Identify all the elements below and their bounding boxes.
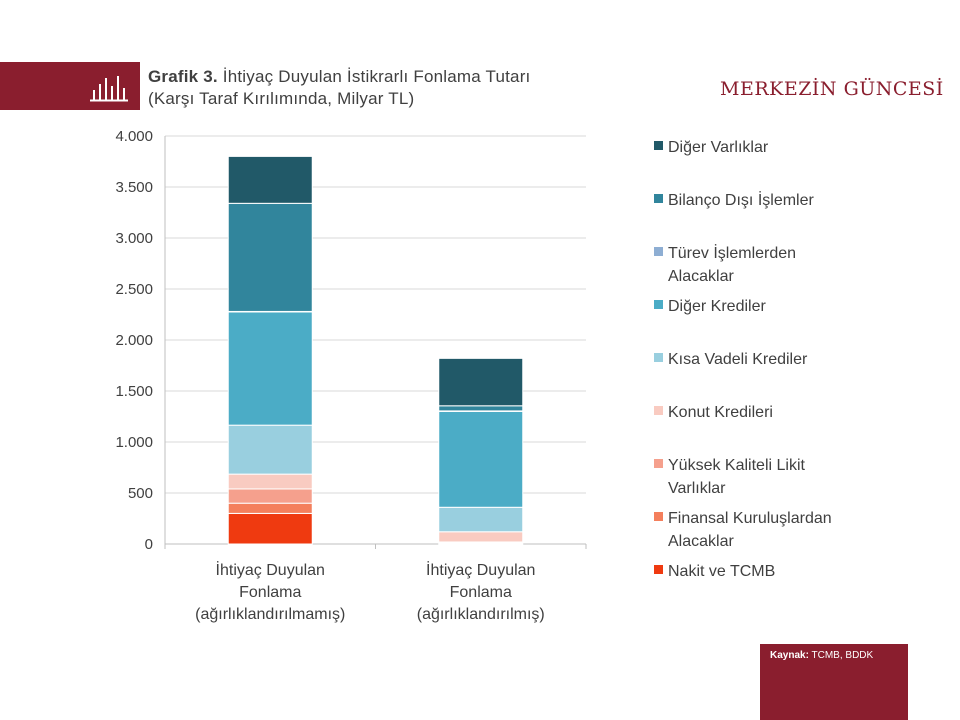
legend-swatch xyxy=(654,565,663,574)
legend-label: Bilanço Dışı İşlemler xyxy=(668,190,814,209)
title-accent-bar xyxy=(0,62,140,110)
bar-segment xyxy=(227,473,313,490)
source-note: Kaynak: TCMB, BDDK xyxy=(770,650,873,661)
bar-segment xyxy=(227,424,313,475)
legend-swatch xyxy=(654,141,663,150)
y-tick-label: 0 xyxy=(145,536,153,553)
legend-label: Kısa Vadeli Krediler xyxy=(668,351,808,368)
bar-segment xyxy=(227,512,313,545)
x-category-label: İhtiyaç Duyulan xyxy=(216,560,325,579)
x-category-label: İhtiyaç Duyulan xyxy=(426,560,535,579)
legend-swatch xyxy=(654,459,663,468)
bar-segment xyxy=(227,311,313,426)
x-category-label: Fonlama xyxy=(450,584,512,601)
source-value: TCMB, BDDK xyxy=(811,650,874,661)
bar-segment xyxy=(438,506,524,533)
y-tick-label: 500 xyxy=(128,485,153,502)
legend-label: Nakit ve TCMB xyxy=(668,563,775,580)
source-label: Kaynak: xyxy=(770,650,809,661)
legend-swatch xyxy=(654,406,663,415)
y-tick-label: 3.000 xyxy=(115,230,153,247)
chart-subtitle: (Karşı Taraf Kırılımında, Milyar TL) xyxy=(148,89,415,108)
legend-label: Türev İşlemlerden xyxy=(668,243,796,262)
y-tick-label: 1.500 xyxy=(115,383,153,400)
bar-segment xyxy=(438,357,524,407)
legend-swatch xyxy=(654,300,663,309)
y-tick-label: 4.000 xyxy=(115,128,153,145)
y-tick-label: 1.000 xyxy=(115,434,153,451)
legend-swatch xyxy=(654,194,663,203)
legend-label: Diğer Varlıklar xyxy=(668,139,769,156)
legend-label: Yüksek Kaliteli Likit xyxy=(668,457,806,474)
legend-label: Varlıklar xyxy=(668,480,726,497)
bar-segment xyxy=(227,502,313,514)
legend-label: Diğer Krediler xyxy=(668,298,766,315)
source-box: Kaynak: TCMB, BDDK xyxy=(760,644,908,720)
x-category-label: (ağırlıklandırılmamış) xyxy=(195,606,345,623)
bar-segment xyxy=(227,155,313,204)
legend-swatch xyxy=(654,512,663,521)
legend-label: Alacaklar xyxy=(668,533,734,550)
x-category-label: (ağırlıklandırılmış) xyxy=(417,606,545,623)
bar-segment xyxy=(227,488,313,504)
bar-segment xyxy=(438,531,524,543)
bar-segment xyxy=(227,202,313,312)
legend-swatch xyxy=(654,247,663,256)
bar-segment xyxy=(438,410,524,508)
bar-chart-icon xyxy=(90,76,128,102)
legend-label: Alacaklar xyxy=(668,268,734,285)
y-tick-label: 3.500 xyxy=(115,179,153,196)
legend-label: Finansal Kuruluşlardan xyxy=(668,510,832,527)
bar-segment xyxy=(438,405,524,412)
legend-label: Konut Kredileri xyxy=(668,404,773,421)
legend-swatch xyxy=(654,353,663,362)
x-category-label: Fonlama xyxy=(239,584,301,601)
y-tick-label: 2.000 xyxy=(115,332,153,349)
chart-title: Grafik 3. İhtiyaç Duyulan İstikrarlı Fon… xyxy=(148,66,530,110)
brand-logo-text: MERKEZİN GÜNCESİ xyxy=(720,78,944,100)
y-tick-label: 2.500 xyxy=(115,281,153,298)
chart-title-main: İhtiyaç Duyulan İstikrarlı Fonlama Tutar… xyxy=(222,67,531,86)
chart-title-number: Grafik 3. xyxy=(148,67,218,86)
